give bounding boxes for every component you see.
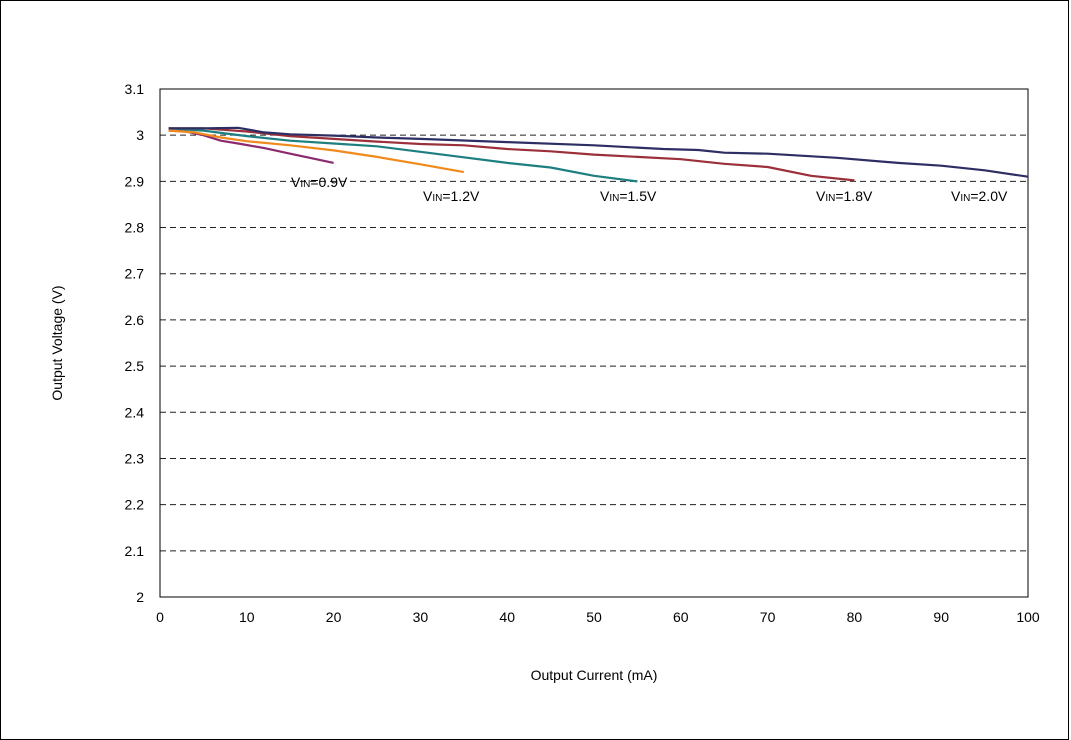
x-tick-label: 90	[933, 609, 949, 625]
y-tick-label: 2	[136, 589, 144, 605]
y-tick-label: 3	[136, 127, 144, 143]
series-label-3: VIN=1.8V	[816, 188, 873, 204]
series-label-part: =1.8V	[835, 188, 873, 204]
y-tick-label: 2.5	[125, 358, 145, 374]
series-line-4	[168, 126, 1029, 178]
y-tick-label: 2.4	[125, 404, 145, 420]
series-line-3	[168, 127, 855, 182]
series-label-part: IN	[825, 193, 835, 204]
series-label-part: V	[291, 174, 301, 190]
series-label-part: =0.9V	[310, 174, 348, 190]
x-tick-label: 70	[760, 609, 776, 625]
series-label-part: V	[423, 188, 433, 204]
x-tick-label: 60	[673, 609, 689, 625]
series-label-2: VIN=1.5V	[600, 188, 657, 204]
y-tick-label: 2.8	[125, 220, 145, 236]
plot-area	[159, 88, 1029, 598]
series-label-part: IN	[300, 179, 310, 190]
x-tick-label: 40	[499, 609, 515, 625]
x-tick-label: 80	[847, 609, 863, 625]
x-tick-label: 0	[156, 609, 164, 625]
series-layer	[168, 126, 1029, 183]
x-tick-label: 50	[586, 609, 602, 625]
series-label-part: V	[600, 188, 610, 204]
x-tick-label: 10	[239, 609, 255, 625]
grid-layer	[160, 134, 1028, 552]
series-label-part: V	[951, 188, 961, 204]
x-axis-title: Output Current (mA)	[531, 667, 658, 683]
y-tick-label: 3.1	[125, 81, 145, 97]
y-tick-label: 2.3	[125, 450, 145, 466]
y-tick-label: 2.1	[125, 543, 145, 559]
y-tick-label: 2.6	[125, 312, 145, 328]
x-tick-label: 100	[1016, 609, 1040, 625]
series-label-part: =2.0V	[970, 188, 1008, 204]
x-tick-label: 30	[413, 609, 429, 625]
series-line-1	[168, 129, 464, 174]
y-axis-title: Output Voltage (V)	[49, 285, 65, 400]
y-tick-label: 2.7	[125, 266, 145, 282]
series-label-part: IN	[432, 193, 442, 204]
series-label-4: VIN=2.0V	[951, 188, 1008, 204]
series-line-2	[168, 127, 638, 183]
series-label-part: IN	[609, 193, 619, 204]
x-tick-label: 20	[326, 609, 342, 625]
y-tick-label: 2.9	[125, 173, 145, 189]
series-label-part: V	[816, 188, 826, 204]
series-label-1: VIN=1.2V	[423, 188, 480, 204]
series-label-part: =1.5V	[619, 188, 657, 204]
series-label-part: =1.2V	[442, 188, 480, 204]
tick-layer: 2 2.1 2.2 2.3 2.4 2.5 2.6 2.7 2.8 2.9 3 3.1 0 10 20 30 4…	[125, 81, 1040, 625]
series-label-0: VIN=0.9V	[291, 174, 348, 190]
y-tick-label: 2.2	[125, 497, 145, 513]
series-label-part: IN	[960, 193, 970, 204]
